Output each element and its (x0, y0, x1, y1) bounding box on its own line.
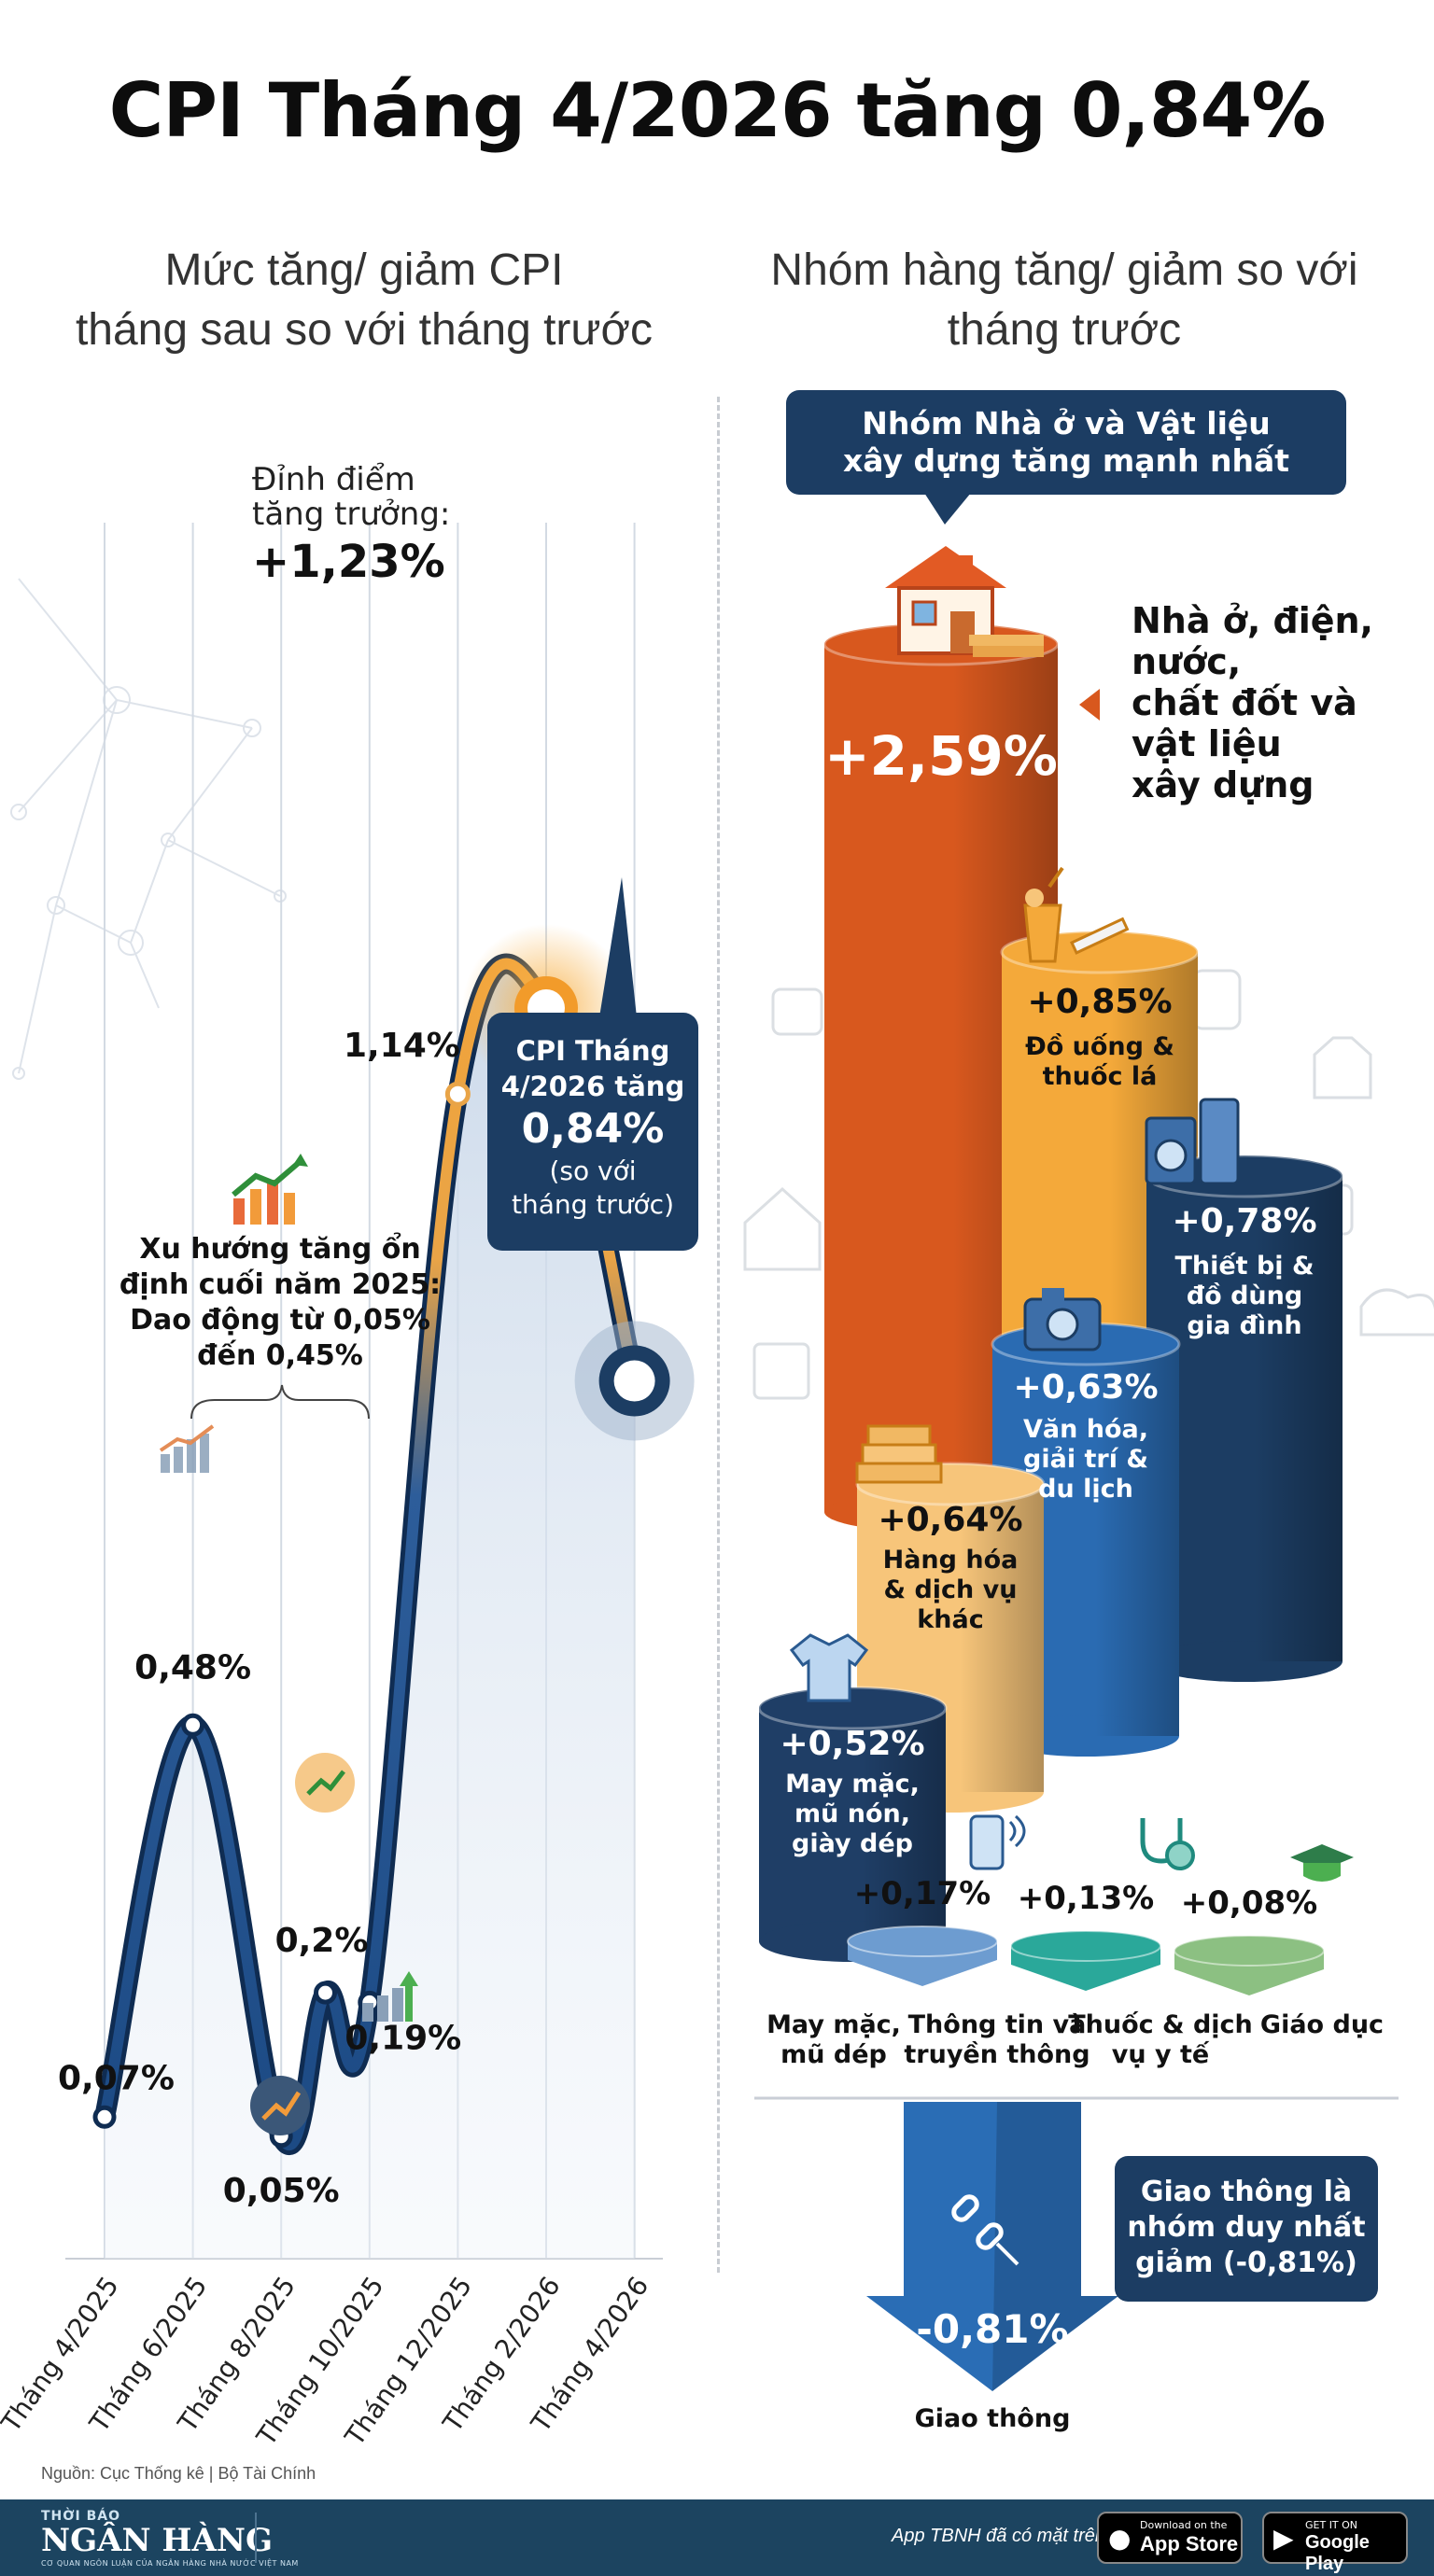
category-label-1-0: Thông tin và (908, 2010, 1087, 2039)
bar-name-3-2: du lịch (1038, 1475, 1133, 1504)
bar-value-3: +0,63% (1013, 1368, 1158, 1407)
category-label-0-1: mũ dép (780, 2040, 887, 2069)
point-label-2: 0,05% (223, 2172, 340, 2210)
bar-name-2-1: đồ dùng (1187, 1281, 1302, 1310)
point-label-1: 0,48% (134, 1648, 251, 1687)
point-marker-3 (314, 1981, 337, 2005)
play-icon: ▶ (1273, 2523, 1294, 2554)
bar-value-0: +2,59% (824, 724, 1058, 788)
bar-value-8: +0,08% (1181, 1884, 1317, 1922)
appliance-icon (1145, 1098, 1240, 1185)
housing-pointer (1079, 689, 1100, 721)
callout-pointer (599, 877, 637, 1017)
rising-chart-icon (250, 2076, 310, 2135)
point-label-3: 0,2% (275, 1922, 369, 1960)
chart-trend-icon (232, 1154, 308, 1225)
bar-value-2: +0,78% (1172, 1202, 1316, 1240)
category-label-1-1: truyền thông (904, 2040, 1090, 2069)
footer-bar: THỜI BÁO NGÂN HÀNG CƠ QUAN NGÔN LUẬN CỦA… (0, 2499, 1434, 2576)
bar-name-4-2: khác (917, 1605, 983, 1634)
bar-name-5-1: mũ nón, (794, 1799, 910, 1828)
growth-bars-icon (362, 1971, 418, 2022)
trend-line-3: Dao động từ 0,05% (130, 1304, 430, 1337)
footer-separator (255, 2513, 257, 2563)
point-marker-0 (92, 2105, 117, 2129)
bar-name-5-2: giày dép (792, 1829, 913, 1858)
app-store-button[interactable]: ● Download on the App Store (1097, 2512, 1243, 2564)
page-title: CPI Tháng 4/2026 tăng 0,84% (108, 67, 1327, 154)
bar-name-5-0: May mặc, (785, 1770, 920, 1799)
point-labels: 0,07% 0,48% 0,05% 0,2% 0,19% 1,14% (58, 1027, 461, 2210)
google-play-button[interactable]: ▶ GET IT ON Google Play (1262, 2512, 1408, 2574)
top-group-callout: Nhóm Nhà ở và Vật liệu xây dựng tăng mạn… (786, 390, 1346, 495)
bar-name-4-0: Hàng hóa (883, 1546, 1019, 1575)
small-chart-icon (159, 1424, 215, 1473)
bar-name-4-1: & dịch vụ (884, 1575, 1018, 1604)
trend-line-4: đến 0,45% (197, 1339, 363, 1372)
bar-texts: +2,59% +0,85% +0,78% +0,63% +0,64% +0,52% Đồ u… (766, 724, 1384, 2433)
peak-annotation-line2: tăng trưởng: (252, 496, 450, 533)
bar-value-4: +0,64% (878, 1501, 1022, 1539)
bar-g2 (1145, 1154, 1344, 1682)
bar-value-7: +0,13% (1018, 1880, 1154, 1917)
bar-g6 (847, 1925, 998, 1986)
category-label-0-0: May mặc, (766, 2010, 901, 2039)
point-label-4: 0,19% (344, 2019, 461, 2057)
bars (757, 622, 1344, 2391)
point-label-0: 0,07% (58, 2059, 175, 2097)
left-subtitle: Mức tăng/ giảm CPI tháng sau so với thán… (75, 245, 654, 355)
logo-main: NGÂN HÀNG (41, 2522, 274, 2559)
category-label-3-0: Giáo dục (1260, 2010, 1384, 2039)
category-label-transport: Giao thông (915, 2404, 1071, 2433)
peak-annotation-value: +1,23% (252, 536, 445, 588)
bar-name-2-0: Thiết bị & (1174, 1252, 1314, 1281)
group-bar-chart: +2,59% +0,85% +0,78% +0,63% +0,64% +0,52% Đồ u… (743, 546, 1434, 2433)
housing-label: Nhà ở, điện, nước, chất đốt và vật liệu … (1132, 600, 1373, 805)
apple-icon: ● (1108, 2523, 1132, 2554)
right-subtitle: Nhóm hàng tăng/ giảm so với tháng trước (770, 245, 1358, 355)
tshirt-icon (789, 1633, 869, 1702)
boxes-icon (855, 1424, 943, 1484)
bar-value-5: +0,52% (780, 1725, 924, 1763)
network-decoration (10, 578, 287, 1080)
cpi-line-chart: 0,07% 0,48% 0,05% 0,2% 0,19% 1,14% Tháng 4/20… (0, 461, 695, 2445)
category-label-2-0: Thuốc & dịch (1068, 2010, 1253, 2039)
column-divider (717, 397, 720, 2273)
stethoscope-icon (1140, 1818, 1195, 1870)
growth-circle-icon (295, 1753, 355, 1813)
house-icon (885, 546, 1044, 657)
app-availability-text: App TBNH đã có mặt trên (892, 2526, 1105, 2546)
bar-g8 (1174, 1935, 1325, 1995)
point-marker-1 (181, 1713, 205, 1737)
trend-bracket (190, 1384, 370, 1420)
bar-name-2-2: gia đình (1187, 1311, 1301, 1340)
bar-name-3-1: giải trí & (1023, 1445, 1148, 1474)
logo-top: THỜI BÁO (41, 2509, 120, 2524)
bar-value-1: +0,85% (1027, 983, 1172, 1021)
bar-g7 (1010, 1930, 1161, 1991)
current-cpi-callout: CPI Tháng 4/2026 tăng 0,84% (so với thán… (487, 1013, 698, 1251)
bar-name-3-0: Văn hóa, (1023, 1415, 1148, 1444)
bar-name-1-0: Đồ uống & (1025, 1032, 1174, 1061)
current-marker-center (613, 1360, 655, 1402)
top-callout-pointer (924, 493, 971, 525)
transport-callout: Giao thông là nhóm duy nhất giảm (-0,81%… (1115, 2156, 1378, 2302)
phone-icon (969, 1814, 1026, 1870)
source-note: Nguồn: Cục Thống kê | Bộ Tài Chính (41, 2464, 316, 2483)
peak-annotation-line1: Đỉnh điểm (252, 461, 415, 498)
drink-icon (1023, 866, 1130, 963)
category-label-2-1: vụ y tế (1112, 2040, 1210, 2069)
trend-line-1: Xu hướng tăng ổn (139, 1232, 420, 1266)
point-marker-5 (444, 1081, 471, 1107)
bar-name-1-1: thuốc lá (1043, 1062, 1158, 1091)
graduation-cap-icon (1290, 1844, 1354, 1882)
logo-sub: CƠ QUAN NGÔN LUẬN CỦA NGÂN HÀNG NHÀ NƯỚC… (41, 2559, 299, 2568)
broken-link-icon (951, 2194, 1019, 2266)
bar-value-9: -0,81% (916, 2306, 1068, 2352)
point-label-5: 1,14% (344, 1027, 460, 1065)
bar-value-6: +0,17% (854, 1875, 991, 1912)
camera-icon (1023, 1288, 1102, 1351)
trend-line-2: định cuối năm 2025: (120, 1268, 441, 1301)
